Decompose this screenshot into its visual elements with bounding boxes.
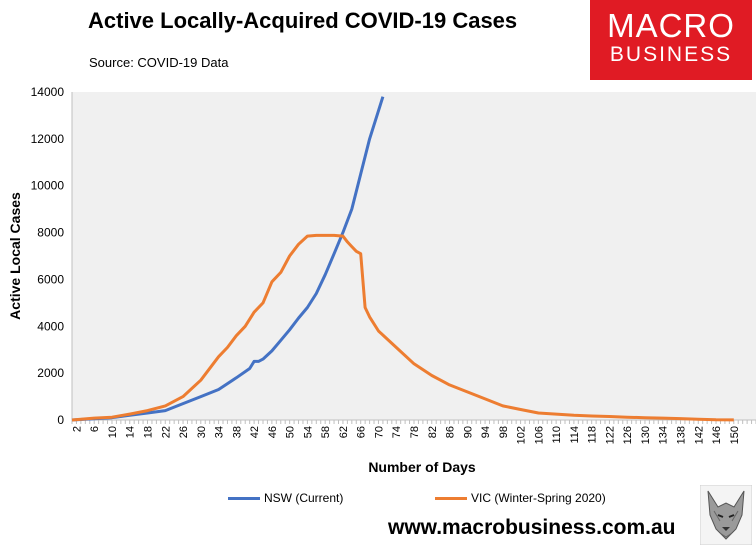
series-line-nsw	[71, 96, 385, 422]
y-axis-ticks: 0 2000 4000 6000 8000 10000 12000 14000	[31, 85, 65, 427]
x-tick-label: 66	[356, 426, 368, 438]
plot-area	[72, 92, 756, 420]
x-tick-label: 98	[498, 426, 510, 438]
x-tick-label: 122	[604, 426, 616, 444]
x-tick-label: 34	[214, 426, 226, 438]
x-tick-label: 18	[143, 426, 155, 438]
x-tick-label: 70	[373, 426, 385, 438]
x-tick-label: 94	[480, 426, 492, 438]
x-tick-label: 26	[178, 426, 190, 438]
x-tick-label: 118	[587, 426, 599, 444]
source-note: Source: COVID-19 Data	[89, 55, 229, 70]
y-axis-label: Active Local Cases	[7, 192, 23, 320]
x-tick-label: 150	[729, 426, 741, 444]
website-url: www.macrobusiness.com.au	[388, 516, 676, 539]
x-tick-label: 50	[285, 426, 297, 438]
legend-item-nsw: NSW (Current)	[228, 491, 343, 505]
x-tick-label: 22	[160, 426, 172, 438]
x-tick-label: 38	[231, 426, 243, 438]
series-lines	[71, 96, 734, 422]
x-tick-label: 54	[302, 426, 314, 438]
x-tick-label: 10	[107, 426, 119, 438]
legend-swatch-nsw	[228, 496, 260, 500]
x-tick-label: 110	[551, 426, 563, 444]
x-tick-label: 102	[516, 426, 528, 444]
y-tick-label: 2000	[37, 366, 64, 380]
series-line-vic	[71, 233, 734, 422]
logo-line-2: BUSINESS	[609, 43, 733, 66]
legend-item-vic: VIC (Winter-Spring 2020)	[435, 491, 606, 505]
logo-line-1: MACRO	[607, 7, 735, 44]
y-tick-label: 6000	[37, 272, 64, 286]
legend-label-nsw: NSW (Current)	[264, 491, 344, 505]
x-tick-label: 138	[675, 426, 687, 444]
x-tick-label: 2	[71, 426, 83, 432]
y-tick-label: 12000	[31, 132, 65, 146]
y-tick-label: 14000	[31, 85, 65, 99]
x-tick-label: 78	[409, 426, 421, 438]
x-tick-label: 130	[640, 426, 652, 444]
x-tick-label: 106	[533, 426, 545, 444]
chart-title: Active Locally-Acquired COVID-19 Cases	[88, 8, 518, 33]
macro-business-logo: MACRO BUSINESS	[590, 0, 752, 80]
x-tick-label: 58	[320, 426, 332, 438]
x-tick-label: 46	[267, 426, 279, 438]
x-axis-ticks: 2 6 10 14 18 22 26 30 34 38 42 46 50 54 58 62 66 70 74 78 82…	[71, 420, 756, 444]
x-tick-label: 14	[125, 426, 137, 438]
wolf-logo-icon	[700, 485, 752, 545]
x-tick-label: 142	[693, 426, 705, 444]
x-tick-label: 86	[445, 426, 457, 438]
y-tick-label: 4000	[37, 319, 64, 333]
y-tick-label: 10000	[31, 179, 65, 193]
x-tick-label: 126	[622, 426, 634, 444]
x-tick-label: 74	[391, 426, 403, 438]
x-tick-label: 82	[427, 426, 439, 438]
y-tick-label: 8000	[37, 226, 64, 240]
x-tick-label: 134	[658, 426, 670, 444]
x-tick-label: 114	[569, 426, 581, 444]
x-tick-label: 42	[249, 426, 261, 438]
legend-label-vic: VIC (Winter-Spring 2020)	[471, 491, 606, 505]
x-tick-label: 146	[711, 426, 723, 444]
x-tick-label: 30	[196, 426, 208, 438]
legend-swatch-vic	[435, 496, 467, 500]
x-axis-label: Number of Days	[368, 459, 476, 475]
y-tick-label: 0	[57, 413, 64, 427]
x-tick-label: 6	[89, 426, 101, 432]
x-tick-label: 62	[338, 426, 350, 438]
x-tick-label: 90	[462, 426, 474, 438]
